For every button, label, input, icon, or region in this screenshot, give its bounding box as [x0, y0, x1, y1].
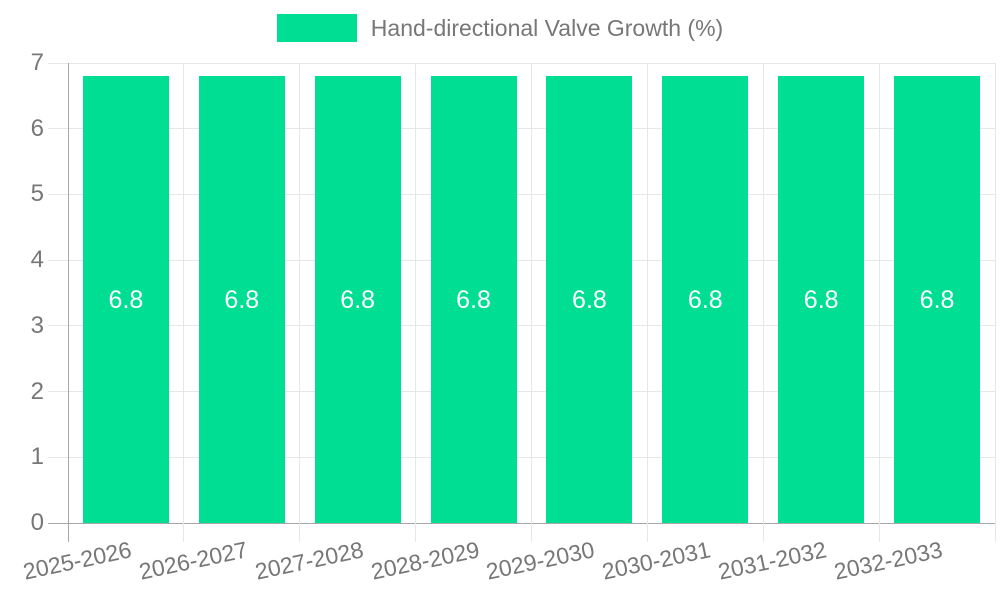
x-gridline	[67, 63, 69, 523]
y-tick-label: 7	[30, 49, 44, 76]
legend-color-swatch	[276, 14, 357, 42]
y-tick-label: 3	[30, 311, 44, 339]
y-axis-tick	[48, 325, 68, 327]
bar-value-label: 6.8	[108, 285, 144, 314]
y-axis-tick	[48, 391, 68, 393]
bar-value-label: 6.8	[572, 285, 607, 314]
x-gridline	[415, 63, 417, 523]
y-tick-label: 2	[30, 377, 44, 405]
chart-legend: Hand-directional Valve Growth (%)	[0, 14, 1000, 42]
x-axis-tick	[415, 523, 417, 542]
legend-item[interactable]: Hand-directional Valve Growth (%)	[276, 14, 724, 42]
x-gridline	[531, 63, 532, 523]
y-tick-label: 6	[30, 114, 44, 142]
bar-value-label: 6.8	[919, 285, 955, 314]
x-axis-tick	[67, 523, 69, 542]
x-axis-tick	[183, 523, 185, 542]
x-axis-tick	[994, 523, 996, 542]
bar	[894, 76, 981, 523]
y-axis-tick	[48, 128, 68, 130]
bar	[430, 76, 517, 523]
y-axis-tick	[48, 456, 68, 458]
x-axis-tick	[646, 523, 648, 542]
bar	[546, 76, 633, 523]
legend-series-label: Hand-directional Valve Growth (%)	[370, 14, 724, 41]
y-axis-tick	[48, 259, 68, 261]
y-axis-tick	[48, 522, 68, 524]
x-gridline	[299, 63, 301, 523]
x-axis-tick	[531, 523, 532, 542]
y-tick-label: 0	[30, 509, 44, 536]
y-axis-tick	[48, 62, 68, 64]
bar	[82, 76, 169, 523]
x-tick-label: 2031-2032	[715, 536, 829, 585]
x-axis-tick	[299, 523, 301, 542]
x-tick-label: 2027-2028	[252, 536, 366, 585]
x-gridline	[878, 63, 880, 523]
bar-value-label: 6.8	[803, 285, 839, 314]
bar	[662, 76, 749, 523]
bar	[198, 76, 285, 523]
x-tick-label: 2032-2033	[831, 536, 945, 585]
y-tick-label: 1	[30, 443, 44, 471]
x-gridline	[994, 63, 996, 523]
x-gridline	[646, 63, 648, 523]
bar-value-label: 6.8	[687, 285, 723, 314]
y-tick-label: 5	[30, 180, 44, 208]
x-tick-label: 2026-2027	[136, 536, 250, 585]
x-tick-label: 2029-2030	[484, 536, 598, 585]
y-axis-tick	[48, 193, 68, 195]
x-axis-tick	[762, 523, 764, 542]
x-gridline	[762, 63, 764, 523]
bar	[778, 76, 865, 523]
x-axis-tick	[878, 523, 880, 542]
y-tick-label: 4	[30, 246, 44, 274]
x-tick-label: 2028-2029	[368, 536, 482, 585]
bar	[314, 76, 401, 523]
x-gridline	[183, 63, 185, 523]
bar-value-label: 6.8	[456, 285, 491, 314]
bar-value-label: 6.8	[340, 285, 376, 314]
x-tick-label: 2025-2026	[20, 536, 134, 585]
bar-value-label: 6.8	[224, 285, 260, 314]
x-tick-label: 2030-2031	[600, 536, 714, 585]
